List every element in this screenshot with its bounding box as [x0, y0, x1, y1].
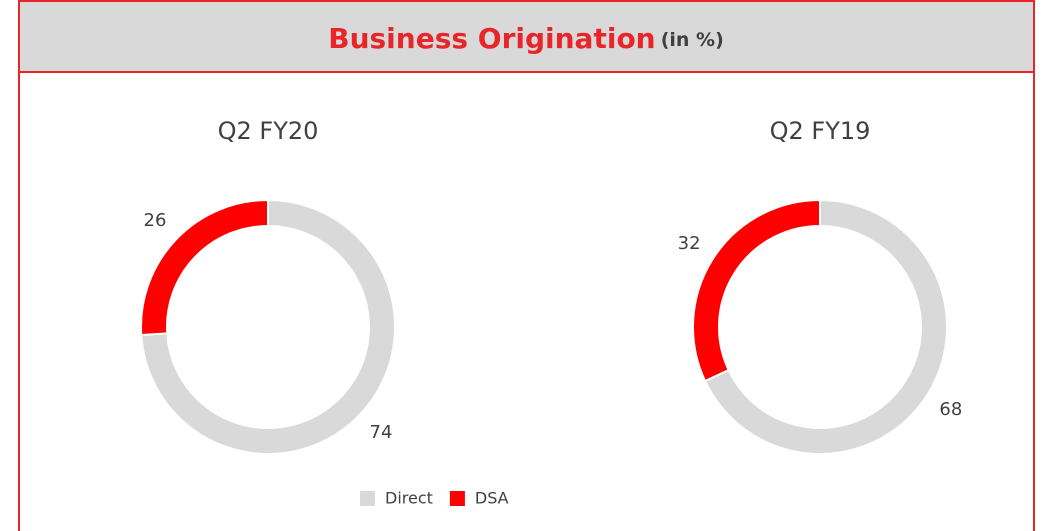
legend-swatch	[360, 491, 375, 506]
donut-segment	[140, 198, 396, 455]
data-label: 26	[144, 210, 167, 231]
donut-segment	[703, 198, 948, 455]
data-label: 68	[939, 399, 962, 420]
header-title: Business Origination (in %)	[328, 22, 724, 55]
legend-label: DSA	[475, 489, 509, 508]
header-bg	[20, 2, 1033, 72]
donut-segment	[692, 198, 821, 383]
data-label: 74	[370, 422, 393, 443]
donut-segment	[140, 198, 269, 337]
chart-title: Q2 FY19	[770, 117, 871, 145]
chart-title: Q2 FY20	[218, 117, 319, 145]
legend-label: Direct	[385, 489, 433, 508]
title: Business Origination	[328, 22, 655, 55]
subtitle: (in %)	[661, 29, 724, 51]
legend-swatch	[449, 491, 465, 506]
data-label: 32	[678, 233, 701, 254]
